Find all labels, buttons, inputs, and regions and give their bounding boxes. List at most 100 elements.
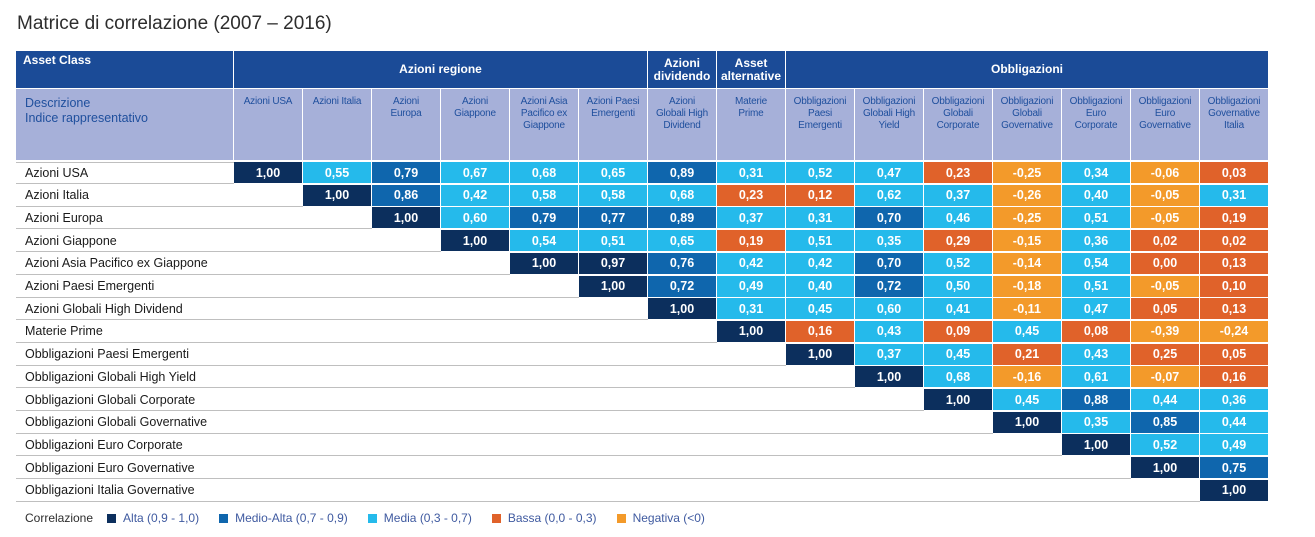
correlation-cell: 0,19 — [717, 230, 785, 252]
correlation-cell: -0,25 — [993, 207, 1061, 229]
row-label: Azioni Paesi Emergenti — [16, 276, 579, 298]
correlation-cell: 0,16 — [1200, 366, 1268, 388]
row-label: Obbligazioni Euro Corporate — [16, 434, 1062, 457]
correlation-cell: 0,62 — [855, 184, 923, 206]
correlation-cell: -0,16 — [993, 366, 1061, 388]
correlation-cell: 0,41 — [924, 298, 992, 320]
correlation-cell: 0,45 — [924, 343, 992, 365]
correlation-cell: 0,45 — [993, 389, 1061, 410]
correlation-cell: 0,10 — [1200, 275, 1268, 297]
correlation-cell: 1,00 — [234, 162, 302, 183]
correlation-cell: 0,49 — [1200, 434, 1268, 456]
legend: Correlazione Alta (0,9 - 1,0) Medio-Alta… — [25, 511, 725, 525]
correlation-cell: 0,43 — [1062, 343, 1130, 365]
correlation-cell: 0,31 — [717, 298, 785, 320]
column-header: Obbligazioni Paesi Emergenti — [786, 89, 854, 160]
row-label: Azioni Giappone — [16, 230, 441, 253]
correlation-cell: 0,50 — [924, 275, 992, 297]
correlation-cell: 0,35 — [1062, 411, 1130, 433]
correlation-cell: 0,42 — [786, 252, 854, 274]
correlation-cell: 0,21 — [993, 343, 1061, 365]
legend-swatch — [491, 513, 501, 523]
correlation-cell: 0,44 — [1131, 389, 1199, 410]
column-header: Azioni Europa — [372, 89, 440, 160]
correlation-cell: 0,76 — [648, 252, 716, 274]
correlation-cell: 0,19 — [1200, 207, 1268, 229]
correlation-cell: 0,05 — [1200, 343, 1268, 365]
correlation-cell: 0,58 — [510, 184, 578, 206]
correlation-cell: -0,14 — [993, 252, 1061, 274]
correlation-cell: 0,31 — [717, 162, 785, 183]
correlation-cell: 0,65 — [648, 230, 716, 252]
correlation-cell: 0,67 — [441, 162, 509, 183]
row-label: Obbligazioni Euro Governative — [16, 457, 1131, 480]
correlation-cell: 1,00 — [1200, 479, 1268, 501]
column-header: Obbligazioni Euro Corporate — [1062, 89, 1130, 160]
correlation-cell: 0,97 — [579, 252, 647, 274]
correlation-cell: 1,00 — [717, 320, 785, 342]
correlation-cell: 0,42 — [717, 252, 785, 274]
correlation-cell: 0,52 — [1131, 434, 1199, 456]
row-label: Azioni Europa — [16, 207, 372, 230]
correlation-cell: 0,49 — [717, 275, 785, 297]
correlation-cell: 0,75 — [1200, 457, 1268, 479]
correlation-cell: 0,68 — [924, 366, 992, 388]
column-header: Azioni Giappone — [441, 89, 509, 160]
correlation-cell: 0,02 — [1131, 230, 1199, 252]
column-header: Obbligazioni Globali Corporate — [924, 89, 992, 160]
correlation-cell: 0,45 — [786, 298, 854, 320]
correlation-cell: 0,54 — [1062, 252, 1130, 274]
correlation-cell: 0,55 — [303, 162, 371, 183]
header-group-azioni-regione: Azioni regione — [234, 51, 647, 88]
legend-item-media: Media (0,3 - 0,7) — [367, 511, 472, 525]
correlation-cell: 0,70 — [855, 252, 923, 274]
correlation-cell: 0,34 — [1062, 162, 1130, 183]
correlation-cell: 0,79 — [372, 162, 440, 183]
correlation-cell: 0,58 — [579, 184, 647, 206]
legend-swatch — [107, 513, 117, 523]
column-header: Azioni Paesi Emergenti — [579, 89, 647, 160]
correlation-cell: 0,09 — [924, 320, 992, 342]
correlation-cell: 0,13 — [1200, 298, 1268, 320]
row-label: Obbligazioni Globali High Yield — [16, 366, 855, 389]
correlation-cell: 0,85 — [1131, 411, 1199, 433]
correlation-cell: 0,23 — [924, 162, 992, 183]
column-header: Materie Prime — [717, 89, 785, 160]
correlation-cell: 0,35 — [855, 230, 923, 252]
column-header: Obbligazioni Globali Governative — [993, 89, 1061, 160]
correlation-cell: 1,00 — [510, 252, 578, 274]
column-header: Obbligazioni Euro Governative — [1131, 89, 1199, 160]
correlation-cell: 0,52 — [924, 252, 992, 274]
correlation-cell: 0,08 — [1062, 320, 1130, 342]
correlation-cell: 0,31 — [1200, 184, 1268, 206]
correlation-cell: 1,00 — [303, 184, 371, 206]
correlation-cell: 0,13 — [1200, 252, 1268, 274]
correlation-cell: 0,16 — [786, 320, 854, 342]
correlation-cell: 0,60 — [441, 207, 509, 229]
correlation-cell: 0,88 — [1062, 389, 1130, 410]
correlation-cell: 0,60 — [855, 298, 923, 320]
column-header: Azioni Globali High Dividend — [648, 89, 716, 160]
row-label: Obbligazioni Italia Governative — [16, 480, 1200, 502]
header-group-azioni-dividendo: Azioni dividendo — [648, 51, 716, 88]
correlation-cell: -0,18 — [993, 275, 1061, 297]
correlation-cell: 0,68 — [510, 162, 578, 183]
correlation-cell: -0,25 — [993, 162, 1061, 183]
column-header: Azioni Asia Pacifico ex Giappone — [510, 89, 578, 160]
correlation-cell: 0,72 — [648, 275, 716, 297]
correlation-cell: 1,00 — [993, 411, 1061, 433]
correlation-cell: 0,31 — [786, 207, 854, 229]
legend-swatch — [367, 513, 377, 523]
correlation-cell: 0,68 — [648, 184, 716, 206]
row-label: Materie Prime — [16, 321, 717, 343]
correlation-cell: -0,15 — [993, 230, 1061, 252]
correlation-cell: 0,12 — [786, 184, 854, 206]
legend-item-alta: Alta (0,9 - 1,0) — [107, 511, 199, 525]
correlation-cell: 0,51 — [1062, 275, 1130, 297]
column-header: Obbligazioni Governative Italia — [1200, 89, 1268, 160]
correlation-cell: 0,52 — [786, 162, 854, 183]
legend-item-bassa: Bassa (0,0 - 0,3) — [491, 511, 597, 525]
correlation-cell: 0,40 — [786, 275, 854, 297]
header-group-obbligazioni: Obbligazioni — [786, 51, 1268, 88]
